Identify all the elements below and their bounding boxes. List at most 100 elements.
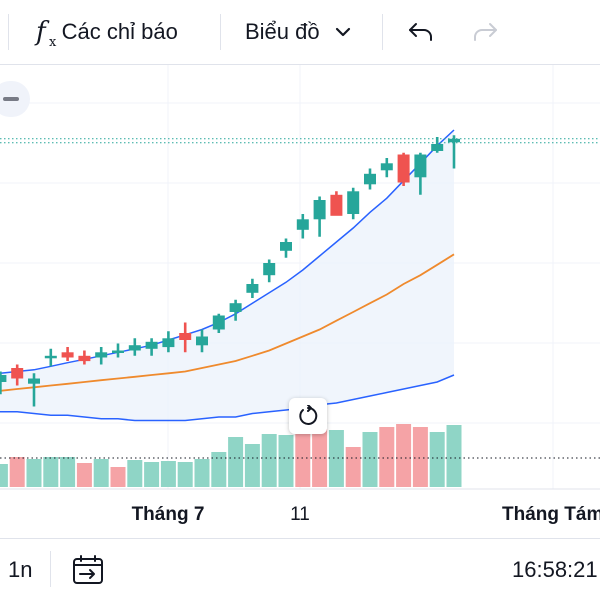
volume-bar — [429, 432, 445, 487]
candle — [196, 329, 208, 353]
time-label-august: Tháng Tám — [502, 504, 600, 525]
candle — [61, 347, 74, 361]
upper-band-line — [0, 129, 455, 375]
bottom-separator — [50, 551, 51, 587]
toolbar-separator — [8, 14, 9, 50]
go-to-date-button[interactable] — [72, 539, 106, 601]
time-label-july: Tháng 7 — [132, 504, 205, 525]
candle-body — [162, 338, 175, 348]
candle-body — [229, 303, 242, 312]
volume-bar — [345, 447, 361, 487]
candle — [431, 137, 444, 153]
volume-bar — [160, 461, 176, 487]
candle-body — [263, 263, 276, 276]
candle — [112, 343, 124, 358]
volume-bar — [412, 427, 428, 487]
collapse-legend-button[interactable] — [0, 81, 30, 117]
candle-body — [112, 350, 124, 353]
candle-body — [0, 375, 7, 382]
chart-type-label: Biểu đồ — [245, 19, 320, 44]
minus-icon — [3, 97, 19, 101]
candle-body — [280, 242, 292, 251]
candle-body — [145, 341, 158, 349]
volume-bar — [110, 467, 126, 487]
candle — [0, 371, 7, 395]
candle-body — [78, 355, 91, 362]
candle — [364, 168, 376, 190]
bottom-toolbar: 1n 16:58:21 — [0, 538, 600, 601]
volume-bar — [261, 434, 277, 487]
volume-bar — [446, 425, 462, 487]
candle — [263, 259, 276, 283]
candle-body — [128, 345, 141, 351]
candle — [179, 322, 192, 353]
volume-bar — [93, 459, 109, 487]
candle — [347, 187, 360, 220]
chart-type-dropdown[interactable]: Biểu đồ — [245, 0, 352, 64]
candle — [128, 338, 141, 356]
volume-bar — [328, 430, 344, 487]
candle — [229, 299, 242, 321]
candle-body — [448, 138, 460, 143]
volume-bars — [0, 424, 462, 487]
candle — [414, 152, 427, 195]
volume-bar — [362, 432, 378, 487]
candle-body — [330, 194, 343, 216]
candle — [11, 364, 24, 386]
candle-body — [380, 163, 393, 171]
candle-body — [28, 378, 40, 384]
volume-bar — [228, 437, 244, 487]
volume-bar — [244, 444, 260, 487]
volume-bar — [396, 424, 412, 487]
candle — [44, 348, 57, 367]
price-chart[interactable]: Tháng 7 11 Tháng Tám — [0, 65, 600, 535]
candle-body — [61, 352, 74, 358]
volume-bar — [43, 457, 59, 487]
interval-button[interactable]: 1n — [8, 539, 32, 601]
candle-body — [246, 284, 259, 293]
time-label-11: 11 — [290, 504, 310, 525]
volume-bar — [144, 462, 160, 487]
candle — [313, 196, 326, 237]
interval-label: 1n — [8, 557, 33, 582]
candle — [246, 278, 259, 298]
candle — [330, 191, 343, 216]
moving-average-line — [0, 253, 455, 392]
bollinger-band-fill — [0, 130, 454, 421]
indicators-label: Các chỉ báo — [61, 19, 178, 44]
volume-bar — [177, 462, 193, 487]
toolbar-separator — [382, 14, 383, 50]
chevron-down-icon — [335, 27, 350, 37]
toolbar-separator — [220, 14, 221, 50]
chart-canvas[interactable]: Tháng 7 11 Tháng Tám — [0, 65, 600, 535]
volume-bar — [295, 432, 311, 487]
volume-bar — [211, 452, 227, 487]
candle-body — [296, 219, 309, 230]
candle — [145, 338, 158, 356]
candle-body — [347, 191, 360, 214]
volume-bar — [194, 459, 210, 487]
candle — [212, 313, 225, 333]
candle-body — [95, 352, 108, 358]
undo-button[interactable] — [406, 0, 436, 64]
volume-bar — [76, 463, 92, 487]
clock-time-label: 16:58:21 — [512, 557, 598, 582]
candle — [296, 214, 309, 239]
reset-icon — [299, 405, 318, 425]
candle-body — [431, 144, 444, 151]
reset-chart-button[interactable] — [289, 398, 327, 434]
volume-bar — [26, 459, 42, 487]
clock-time[interactable]: 16:58:21 — [512, 539, 598, 601]
candles — [0, 135, 460, 407]
redo-icon — [474, 23, 497, 41]
candle — [78, 350, 91, 365]
candle — [448, 135, 460, 169]
candle — [95, 347, 108, 365]
candle-body — [44, 355, 57, 359]
candle-body — [179, 333, 192, 340]
volume-bar — [127, 460, 143, 487]
redo-button[interactable] — [470, 0, 500, 64]
candle — [162, 331, 175, 353]
